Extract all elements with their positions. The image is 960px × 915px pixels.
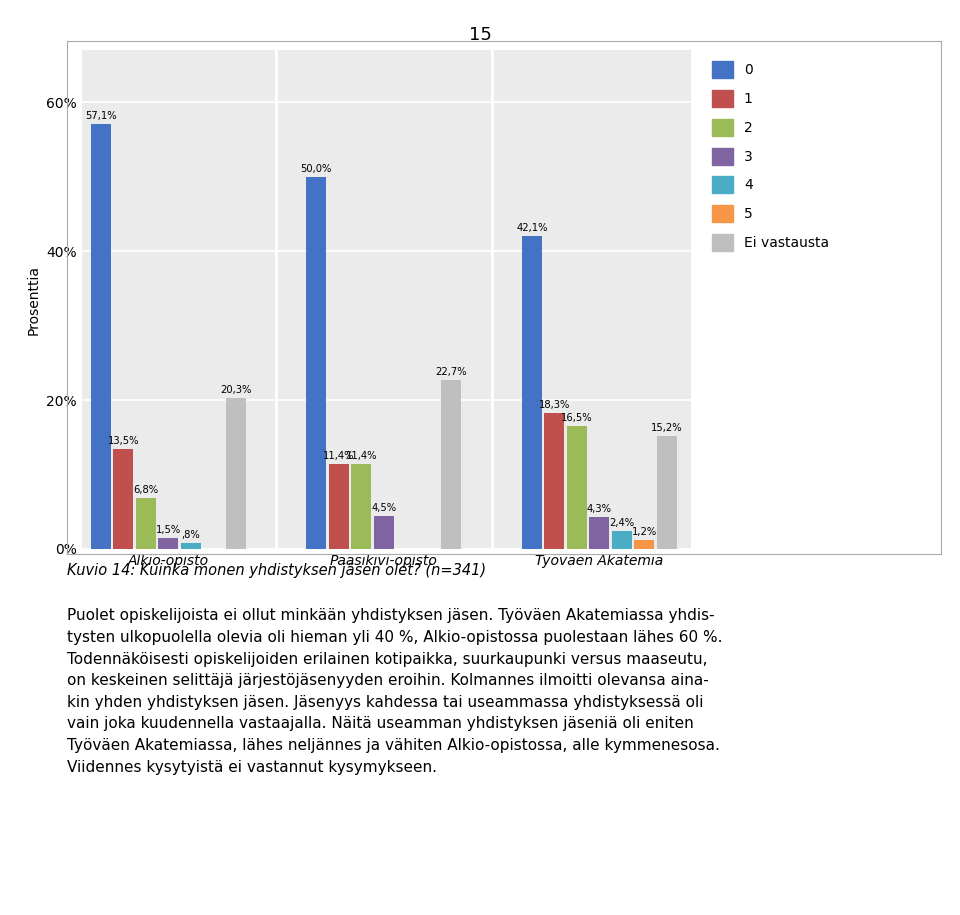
Bar <box>91 124 110 549</box>
Legend: 0, 1, 2, 3, 4, 5, Ei vastausta: 0, 1, 2, 3, 4, 5, Ei vastausta <box>708 58 833 255</box>
Bar <box>442 380 461 549</box>
Text: 15: 15 <box>468 26 492 44</box>
Bar <box>635 540 654 549</box>
Bar <box>544 413 564 549</box>
Bar <box>612 531 632 549</box>
Text: 18,3%: 18,3% <box>539 400 570 410</box>
Text: 22,7%: 22,7% <box>436 367 467 377</box>
Text: 13,5%: 13,5% <box>108 436 139 446</box>
Text: 4,5%: 4,5% <box>372 502 396 512</box>
Bar <box>180 543 201 549</box>
Bar <box>329 464 348 549</box>
Bar <box>306 177 326 549</box>
Text: 42,1%: 42,1% <box>516 222 547 232</box>
Bar <box>113 448 133 549</box>
Bar <box>158 538 179 549</box>
Bar <box>567 426 587 549</box>
Bar <box>351 464 372 549</box>
Bar <box>657 436 677 549</box>
Text: Kuvio 14: Kuinka monen yhdistyksen jäsen olet? (n=341): Kuvio 14: Kuinka monen yhdistyksen jäsen… <box>67 563 487 577</box>
Text: 15,2%: 15,2% <box>651 423 683 433</box>
Text: 11,4%: 11,4% <box>346 451 377 461</box>
Text: 1,2%: 1,2% <box>632 527 657 537</box>
Bar <box>226 398 246 549</box>
Bar <box>589 517 610 549</box>
Text: 4,3%: 4,3% <box>587 504 612 514</box>
Bar <box>522 236 541 549</box>
Bar <box>136 499 156 549</box>
Text: Puolet opiskelijoista ei ollut minkään yhdistyksen jäsen. Työväen Akatemiassa yh: Puolet opiskelijoista ei ollut minkään y… <box>67 608 723 775</box>
Text: 2,4%: 2,4% <box>610 518 635 528</box>
Text: 20,3%: 20,3% <box>220 385 252 395</box>
Text: ,8%: ,8% <box>181 530 200 540</box>
Text: 57,1%: 57,1% <box>85 111 116 121</box>
Text: 16,5%: 16,5% <box>561 414 592 424</box>
Text: 50,0%: 50,0% <box>300 164 332 174</box>
Bar <box>373 515 394 549</box>
Y-axis label: Prosenttia: Prosenttia <box>27 264 40 335</box>
Text: 11,4%: 11,4% <box>324 451 354 461</box>
Text: 1,5%: 1,5% <box>156 525 180 535</box>
Text: 6,8%: 6,8% <box>133 486 158 495</box>
